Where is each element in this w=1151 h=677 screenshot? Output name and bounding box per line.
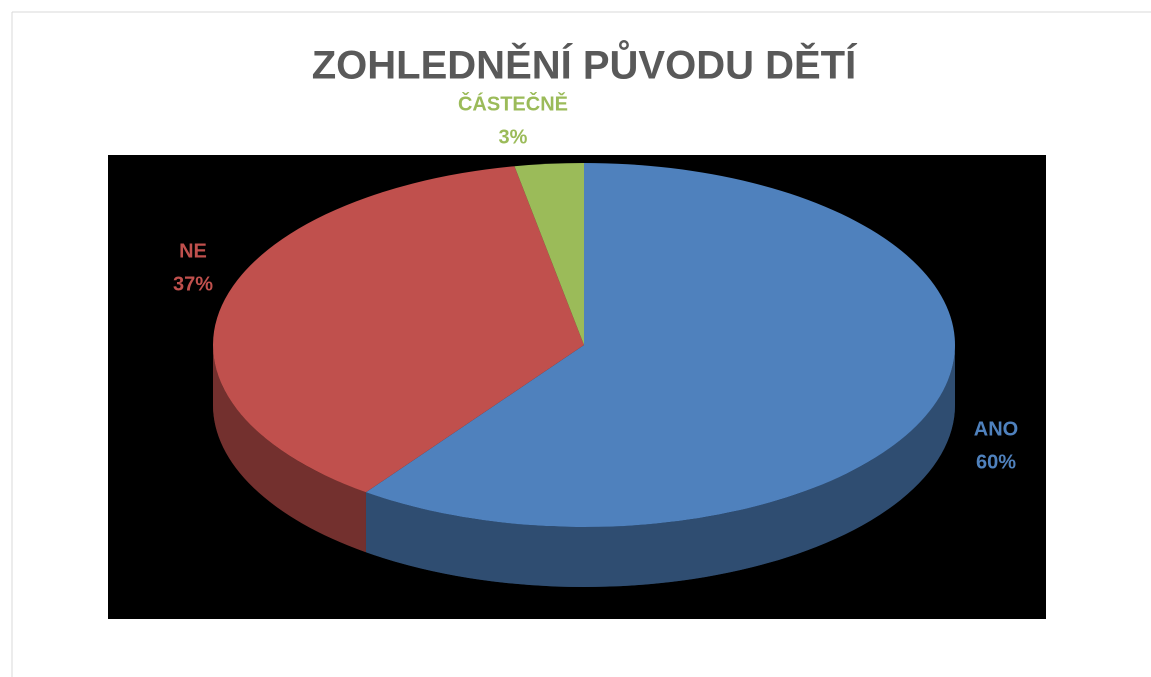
data-label-name: NE (179, 240, 207, 262)
data-label-value: 60% (976, 451, 1016, 473)
data-label-value: 37% (173, 273, 213, 295)
slice-side-shade (365, 345, 956, 587)
data-label-value: 3% (499, 126, 528, 148)
slice (514, 163, 584, 345)
slice-side (365, 345, 956, 587)
data-label-name: ČÁSTEČNĚ (458, 91, 568, 115)
slice-side-shade (213, 345, 366, 553)
slice (212, 166, 585, 493)
slice (365, 163, 955, 527)
data-label-name: ANO (974, 418, 1018, 440)
chart-title: ZOHLEDNĚNÍ PŮVODU DĚTÍ (312, 39, 857, 88)
slice-side (213, 345, 366, 553)
